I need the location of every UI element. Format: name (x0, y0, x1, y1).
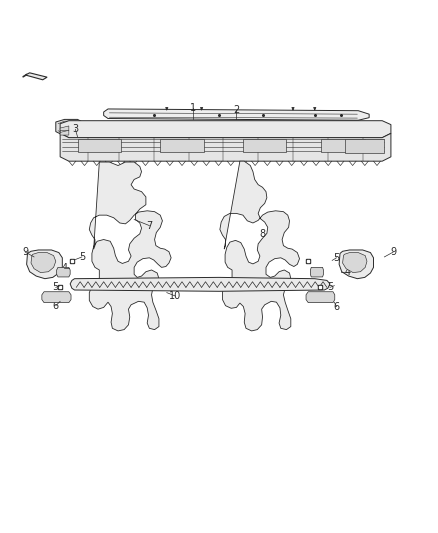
Polygon shape (31, 253, 56, 272)
Polygon shape (42, 292, 71, 303)
Polygon shape (56, 119, 84, 136)
Polygon shape (60, 126, 69, 131)
Text: 5: 5 (79, 252, 85, 262)
Polygon shape (243, 139, 286, 152)
Polygon shape (339, 250, 374, 279)
Polygon shape (306, 292, 335, 303)
Text: 6: 6 (333, 302, 339, 312)
Polygon shape (60, 133, 391, 161)
Text: 9: 9 (22, 247, 28, 257)
Polygon shape (27, 250, 62, 279)
Polygon shape (321, 139, 365, 152)
Polygon shape (160, 139, 204, 152)
Text: 7: 7 (146, 221, 152, 231)
Polygon shape (89, 162, 171, 331)
Text: 5: 5 (333, 253, 339, 263)
Text: 6: 6 (53, 301, 59, 311)
Text: 3: 3 (72, 124, 78, 134)
Polygon shape (311, 268, 323, 277)
Polygon shape (70, 277, 330, 292)
Text: 1: 1 (190, 103, 196, 112)
Text: 5: 5 (327, 282, 333, 293)
Polygon shape (60, 130, 69, 135)
Polygon shape (57, 268, 70, 277)
Polygon shape (220, 161, 300, 331)
Text: 9: 9 (390, 247, 396, 257)
Text: 8: 8 (259, 229, 265, 239)
Text: 4: 4 (61, 263, 67, 273)
Polygon shape (78, 139, 121, 152)
Text: 4: 4 (344, 267, 350, 277)
Text: 10: 10 (170, 291, 182, 301)
Text: 5: 5 (53, 282, 59, 293)
Polygon shape (343, 253, 367, 272)
Polygon shape (60, 120, 391, 138)
Polygon shape (25, 73, 47, 80)
Polygon shape (345, 139, 384, 154)
Text: 2: 2 (233, 105, 240, 115)
Polygon shape (104, 109, 369, 120)
